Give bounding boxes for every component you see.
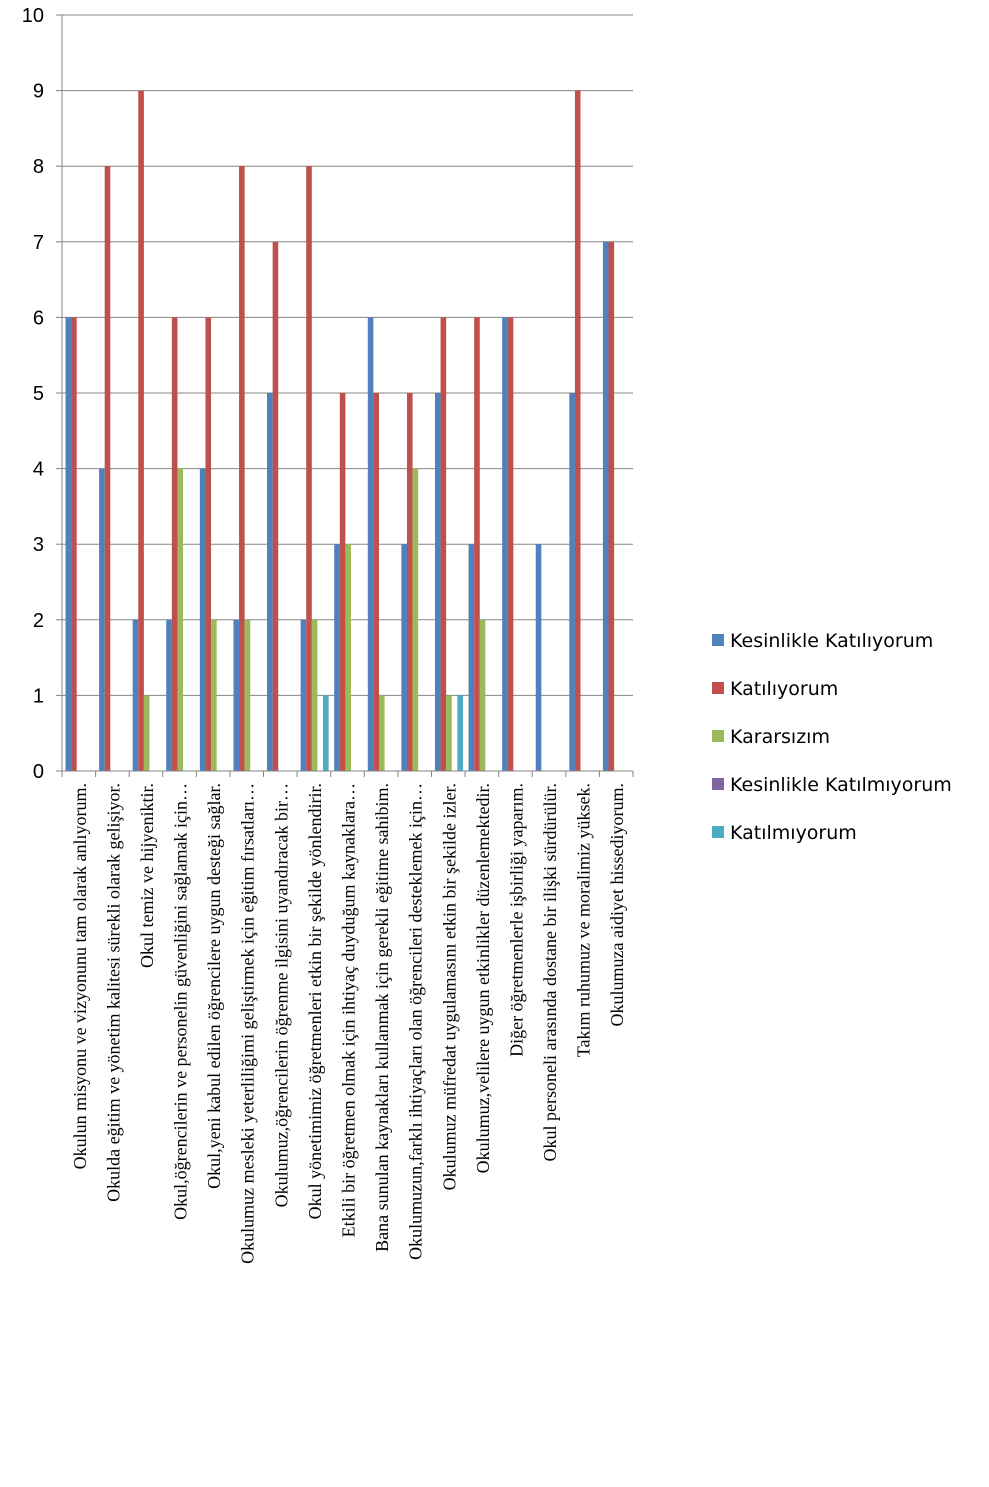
- y-tick-label: 5: [33, 383, 44, 405]
- bar: [233, 619, 240, 771]
- bar: [339, 393, 346, 771]
- x-tick-label: Okulumuz,velilere uygun etkinlikler düze…: [473, 783, 493, 1173]
- x-tick-label: Bana sunulan kaynakları kullanmak için g…: [372, 783, 392, 1252]
- x-tick-label: Okul,yeni kabul edilen öğrencilere uygun…: [204, 783, 224, 1189]
- bar: [434, 393, 441, 771]
- legend-label: Katılmıyorum: [730, 822, 857, 844]
- bar: [569, 393, 575, 771]
- legend: Kesinlikle Katılıyorum Katılıyorum Kararsı…: [712, 630, 952, 844]
- bar: [244, 619, 251, 771]
- bar: [479, 619, 486, 771]
- legend-swatch: [712, 634, 724, 646]
- bars: [65, 90, 615, 772]
- bar: [457, 695, 463, 771]
- x-tick-label: Okul personeli arasında dostane bir iliş…: [540, 783, 560, 1161]
- legend-label: Kararsızım: [730, 726, 830, 748]
- bar: [502, 317, 508, 771]
- y-tick-label: 1: [33, 685, 44, 707]
- bar: [199, 468, 206, 771]
- x-tick-label: Okulun misyonu ve vizyonunu tam olarak a…: [70, 783, 90, 1169]
- bar: [311, 619, 318, 771]
- y-tick-label: 4: [33, 459, 44, 481]
- bar: [468, 544, 475, 771]
- x-tick-label: Okulumuz müfredat uygulamasını etkin bir…: [439, 783, 459, 1190]
- bar: [446, 695, 452, 771]
- y-tick-label: 10: [22, 5, 44, 27]
- bar: [474, 317, 480, 771]
- x-tick-label: Okulumuzun,farklı ihtiyaçları olan öğren…: [406, 783, 426, 1260]
- legend-label: Kesinlikle Katılmıyorum: [730, 774, 952, 796]
- bar: [412, 468, 419, 771]
- y-tick-label: 2: [33, 610, 44, 632]
- y-tick-label: 3: [33, 534, 44, 556]
- y-tick-label: 9: [33, 81, 44, 103]
- y-tick-label: 8: [33, 156, 44, 178]
- bar: [138, 90, 144, 772]
- bar: [239, 166, 245, 771]
- y-tick-label: 7: [33, 232, 44, 254]
- y-tick-label: 6: [33, 307, 44, 329]
- x-tick-label: Okulda eğitim ve yönetim kalitesi sürekl…: [103, 783, 123, 1202]
- bar: [104, 166, 111, 771]
- x-tick-label: Okulumuz mesleki yeterliliğimi geliştirm…: [238, 783, 258, 1264]
- x-tick-label: Etkili bir öğretmen olmak için ihtiyaç d…: [339, 783, 359, 1237]
- bar: [267, 393, 273, 771]
- bar: [166, 619, 172, 771]
- x-tick-label: Okulumuz,öğrencilerin öğrenme ilgisini u…: [271, 783, 291, 1207]
- bar: [65, 317, 72, 771]
- bar: [378, 695, 385, 771]
- bar: [171, 317, 178, 771]
- bar: [367, 317, 374, 771]
- bar: [205, 317, 212, 771]
- bar: [211, 619, 217, 771]
- bar: [99, 468, 105, 771]
- bar: [71, 317, 77, 771]
- y-tick-label: 0: [33, 761, 44, 783]
- bar: [602, 241, 609, 772]
- bar: [406, 393, 413, 771]
- bar: [306, 166, 312, 771]
- bar: [272, 241, 279, 772]
- bar: [373, 393, 379, 771]
- legend-label: Kesinlikle Katılıyorum: [730, 630, 933, 652]
- bar: [608, 241, 615, 772]
- axes: [61, 15, 634, 777]
- bar: [401, 544, 407, 771]
- bar: [535, 544, 542, 771]
- bar: [323, 695, 329, 771]
- legend-swatch: [712, 730, 724, 742]
- bar: [300, 619, 307, 771]
- bar: [507, 317, 514, 771]
- bar: [334, 544, 340, 771]
- legend-swatch: [712, 778, 724, 790]
- legend-swatch: [712, 682, 724, 694]
- bar: [574, 90, 581, 772]
- x-tick-label: Okulumuza aidiyet hissediyorum.: [607, 783, 627, 1026]
- x-axis-tick-labels: Okulun misyonu ve vizyonunu tam olarak a…: [70, 783, 627, 1264]
- x-tick-label: Okul temiz ve hijyeniktir.: [137, 783, 157, 968]
- bar: [177, 468, 184, 771]
- x-tick-label: Okul,öğrencilerin ve personelin güvenliğ…: [171, 783, 191, 1220]
- legend-swatch: [712, 826, 724, 838]
- bar: [345, 544, 352, 771]
- x-tick-label: Diğer öğretmenlerle işbirliği yaparım.: [506, 783, 526, 1057]
- x-tick-label: Takım ruhumuz ve moralimiz yüksek.: [574, 783, 594, 1057]
- bar: [132, 619, 139, 771]
- bar: [143, 695, 150, 771]
- legend-label: Katılıyorum: [730, 678, 838, 700]
- bar: [440, 317, 447, 771]
- y-axis-tick-labels: 0 1 2 3 4 5 6 7 8 9 10: [22, 5, 44, 783]
- x-tick-label: Okul yönetimimiz öğretmenleri etkin bir …: [305, 783, 325, 1219]
